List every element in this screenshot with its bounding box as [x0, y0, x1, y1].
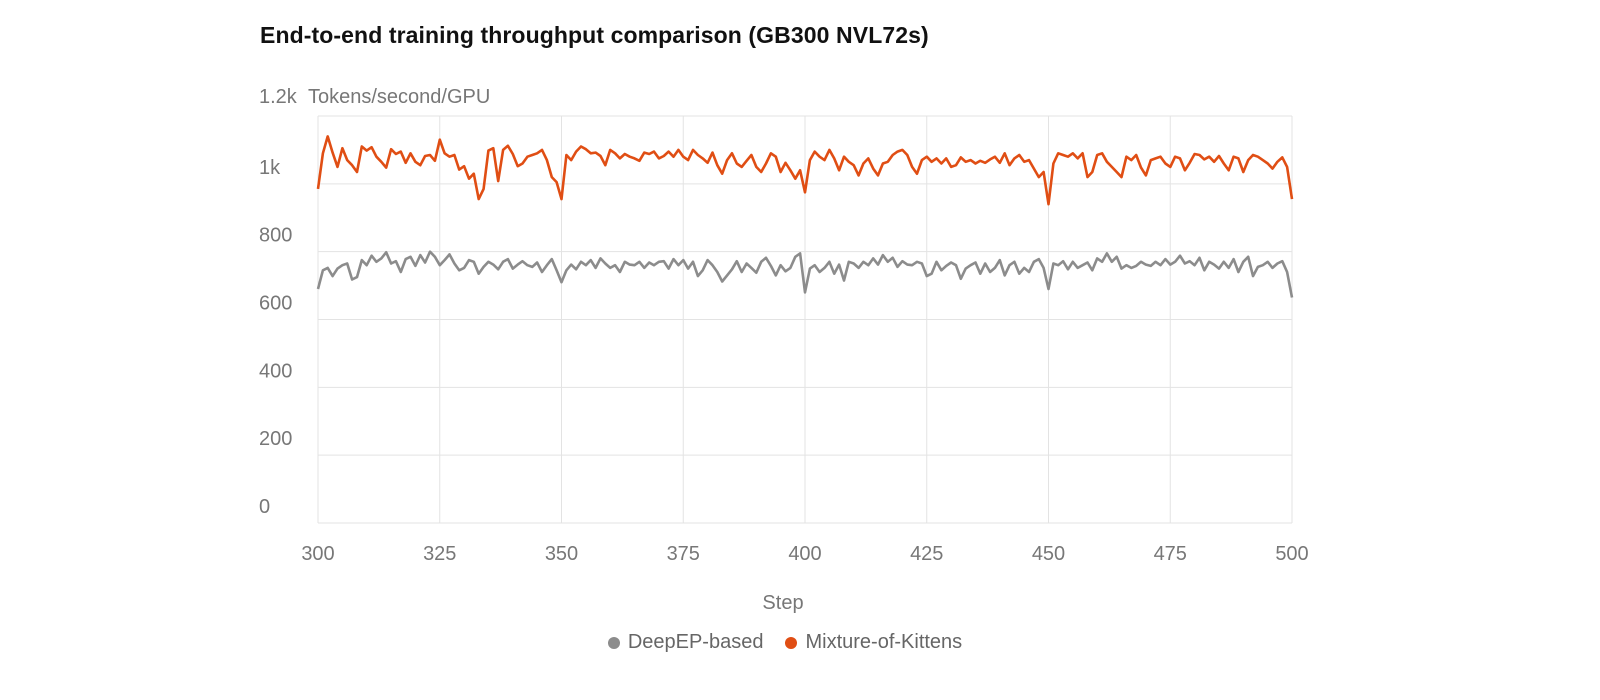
- y-tick-label: 400: [259, 360, 292, 382]
- chart-title: End-to-end training throughput compariso…: [260, 22, 929, 48]
- series-line-mixture-of-kittens: [316, 135, 1294, 206]
- y-tick-label: 1k: [259, 157, 281, 179]
- y-tick-label: 1.2k: [259, 86, 298, 108]
- x-tick-label: 300: [301, 543, 334, 565]
- grid: [317, 115, 1293, 524]
- legend-marker-mixture-of-kittens: [785, 636, 798, 649]
- x-axis-ticks: 300 325 350 375 400 425 450 475 500: [301, 543, 1308, 565]
- series-line-deepep-based: [316, 250, 1294, 298]
- x-tick-label: 350: [545, 543, 578, 565]
- x-tick-label: 375: [667, 543, 700, 565]
- x-axis-label: Step: [762, 592, 803, 614]
- legend-item-deepep[interactable]: DeepEP-based: [607, 631, 764, 654]
- x-tick-label: 475: [1154, 543, 1187, 565]
- series-lines: [316, 135, 1294, 298]
- legend-label-mixture-of-kittens: Mixture-of-Kittens: [805, 631, 963, 653]
- x-tick-label: 425: [910, 543, 943, 565]
- y-axis-ticks: 0 200 400 600 800 1k 1.2k: [259, 86, 298, 518]
- y-tick-label: 200: [259, 428, 292, 450]
- y-tick-label: 800: [259, 225, 292, 247]
- y-tick-label: 0: [259, 496, 270, 518]
- x-tick-label: 500: [1275, 543, 1308, 565]
- legend-label-deepep: DeepEP-based: [627, 631, 764, 653]
- y-axis-label: Tokens/second/GPU: [308, 86, 490, 108]
- x-tick-label: 325: [423, 543, 456, 565]
- x-tick-label: 400: [788, 543, 821, 565]
- legend: DeepEP-based Mixture-of-Kittens: [0, 631, 1570, 654]
- y-tick-label: 600: [259, 293, 292, 315]
- legend-marker-deepep: [607, 636, 620, 649]
- legend-item-mixture-of-kittens[interactable]: Mixture-of-Kittens: [785, 631, 962, 654]
- x-tick-label: 450: [1032, 543, 1065, 565]
